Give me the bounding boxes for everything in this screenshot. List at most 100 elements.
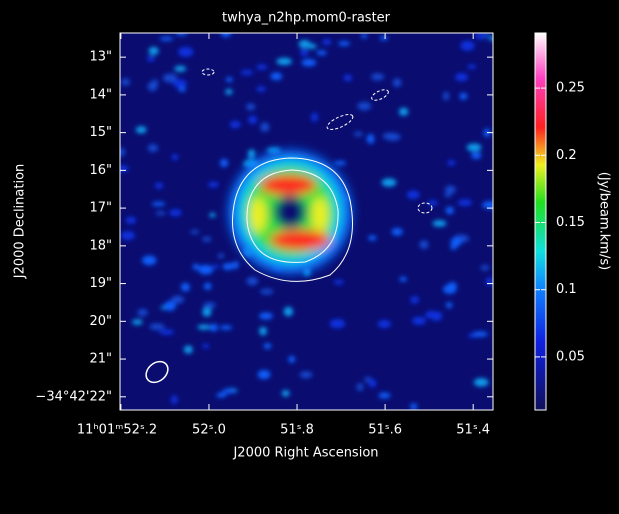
noise-blob [299, 49, 309, 57]
noise-blob [310, 112, 319, 122]
noise-blob [466, 143, 482, 152]
noise-blob [450, 237, 462, 247]
y-tick-label: 13" [89, 50, 112, 65]
y-tick-label: 20" [89, 314, 112, 329]
noise-blob [399, 276, 407, 282]
noise-blob [183, 345, 193, 354]
noise-blob [378, 392, 391, 399]
noise-blob [298, 39, 311, 49]
noise-blob [432, 220, 447, 227]
noise-blob [333, 279, 345, 285]
noise-blob [357, 102, 372, 111]
noise-blob [259, 326, 267, 336]
noise-blob [419, 240, 429, 250]
noise-blob [475, 33, 486, 40]
noise-blob [171, 154, 179, 161]
noise-blob [343, 74, 353, 82]
colorbar [534, 32, 547, 411]
noise-blob [147, 144, 159, 153]
noise-blob [209, 323, 219, 332]
noise-blob [207, 181, 220, 188]
noise-blob [412, 316, 426, 325]
noise-blob [445, 206, 454, 215]
noise-blob [120, 230, 135, 241]
y-tick-label: 14" [89, 87, 112, 102]
colorbar-tick-label: 0.2 [556, 148, 577, 163]
noise-blob [247, 149, 256, 159]
noise-blob [175, 33, 188, 36]
noise-blob [169, 209, 182, 217]
noise-blob [219, 325, 233, 330]
noise-blob [356, 383, 364, 391]
noise-blob [162, 73, 178, 83]
x-tick-label: 51ˢ.6 [368, 423, 402, 438]
colorbar-tick-label: 0.1 [556, 282, 577, 297]
noise-blob [222, 388, 236, 394]
y-tick-label: 19" [89, 276, 112, 291]
noise-blob [368, 235, 377, 241]
noise-blob [197, 324, 211, 330]
colorbar-tick-label: 0.25 [556, 81, 585, 96]
noise-blob [455, 73, 469, 82]
noise-blob [180, 282, 190, 292]
noise-blob [190, 229, 200, 235]
noise-blob [480, 265, 490, 271]
y-tick-label: 21" [89, 352, 112, 367]
noise-blob [366, 133, 375, 144]
noise-blob [288, 355, 296, 363]
noise-blob [202, 236, 212, 242]
noise-blob [334, 160, 347, 166]
noise-blob [212, 264, 220, 269]
noise-blob [329, 318, 346, 329]
noise-blob [485, 277, 493, 286]
noise-blob [246, 276, 259, 286]
noise-blob [482, 201, 493, 209]
noise-blob [398, 107, 409, 116]
noise-blob [245, 103, 256, 111]
noise-blob [447, 160, 456, 166]
noise-blob [471, 152, 482, 159]
noise-blob [301, 58, 317, 67]
x-tick-label: 51ˢ.4 [456, 423, 490, 438]
noise-blob [425, 310, 438, 319]
noise-blob [225, 88, 233, 95]
noise-blob [229, 120, 241, 129]
noise-blob [174, 65, 187, 72]
noise-blob [368, 379, 377, 388]
colorbar-tick-label: 0.05 [556, 349, 585, 364]
noise-blob [299, 371, 313, 379]
noise-blob [203, 302, 216, 309]
noise-blob [260, 288, 274, 295]
noise-blob [220, 33, 232, 38]
noise-blob [164, 301, 176, 311]
noise-blob [263, 342, 272, 350]
noise-blob [460, 40, 475, 51]
noise-blob [137, 308, 148, 317]
noise-blob [256, 64, 268, 70]
noise-blob [170, 395, 178, 405]
noise-blob [392, 78, 402, 87]
noise-blob [218, 253, 225, 259]
y-axis-label: J2000 Declination [13, 164, 28, 280]
noise-blob [316, 50, 327, 56]
noise-blob [203, 282, 212, 291]
noise-blob [151, 201, 166, 207]
noise-blob [489, 35, 493, 42]
noise-blob [443, 91, 450, 101]
noise-blob [201, 344, 210, 349]
y-tick-label: −34°42'22" [35, 389, 112, 404]
noise-blob [406, 190, 420, 199]
noise-blob [125, 216, 137, 225]
noise-blob [410, 296, 420, 304]
noise-blob [172, 79, 187, 88]
noise-blob [232, 261, 239, 269]
y-tick-label: 17" [89, 201, 112, 216]
noise-blob [209, 212, 216, 218]
noise-blob [457, 199, 473, 206]
noise-blob [379, 35, 389, 41]
noise-blob [353, 131, 364, 137]
noise-blob [131, 319, 143, 325]
colorbar-tick-label: 0.15 [556, 215, 585, 230]
noise-blob [467, 64, 477, 69]
noise-blob [120, 147, 126, 157]
